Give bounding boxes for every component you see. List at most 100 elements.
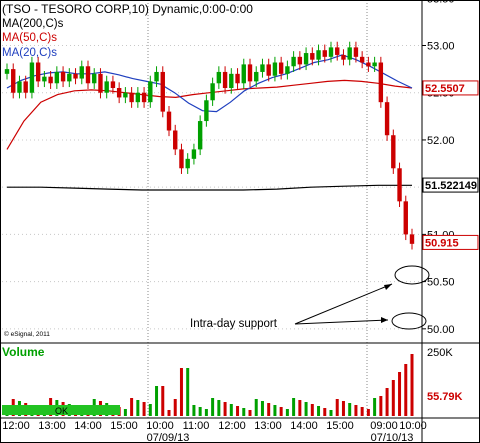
candle (48, 76, 53, 84)
candle (154, 71, 159, 82)
candle (366, 62, 371, 67)
candle (79, 66, 84, 79)
volume-bar (148, 404, 152, 416)
support-circle-upper (394, 265, 430, 285)
candle (247, 64, 253, 82)
candle (210, 83, 215, 101)
candle (60, 71, 66, 82)
volume-bar (404, 364, 408, 416)
volume-bar (179, 368, 183, 416)
volume-bar (354, 405, 358, 416)
candle (241, 64, 246, 84)
candle (297, 56, 303, 65)
candle (272, 62, 278, 76)
candle (73, 73, 78, 79)
candle (42, 76, 47, 82)
candle (278, 62, 284, 74)
time-tick-label: 13:00 (254, 420, 282, 432)
candle (123, 92, 128, 98)
candle (129, 92, 134, 103)
volume-bar (317, 406, 321, 416)
volume-bar (242, 408, 246, 416)
candle (322, 50, 327, 57)
volume-bar (329, 410, 333, 416)
time-tick-label: 13:00 (38, 420, 66, 432)
candle (85, 66, 91, 84)
candle (266, 64, 271, 76)
price-tick-label: 53.00 (427, 41, 455, 53)
candle (54, 71, 60, 84)
volume-bar (260, 401, 264, 416)
volume-bar (217, 400, 221, 416)
candle (353, 47, 359, 57)
candle (179, 149, 184, 169)
volume-label: Volume (2, 345, 45, 359)
value-tag-box (422, 80, 479, 96)
volume-status-text: OK (55, 406, 68, 416)
legend-ma20: MA(20,C)s (2, 47, 57, 59)
candle (391, 135, 396, 169)
support-annotation: Intra-day support (190, 318, 278, 330)
value-tag-label: 51.522149 (425, 180, 477, 192)
time-tick-label: 14:00 (290, 420, 318, 432)
time-tick-label: 15:00 (326, 420, 354, 432)
volume-bar (335, 399, 339, 416)
candle (341, 54, 346, 60)
copyright-text: © eSignal, 2011 (4, 330, 50, 338)
support-arrows (294, 265, 430, 330)
candle (35, 62, 41, 82)
candle (409, 234, 415, 244)
volume-bar (398, 372, 402, 416)
candle (116, 88, 122, 98)
volume-bar (198, 407, 202, 416)
candle (222, 71, 228, 88)
price-tick-label: 50.00 (427, 324, 455, 336)
candle (160, 71, 165, 112)
volume-bar (373, 398, 377, 416)
date-label: 07/10/13 (371, 432, 414, 443)
candle (110, 81, 116, 88)
value-tags: 52.5507 51.522149 50.915 (422, 80, 479, 250)
candle (173, 130, 178, 150)
candle (17, 81, 22, 93)
candle (135, 92, 141, 103)
volume-bar (123, 409, 127, 416)
candle (197, 121, 203, 150)
candle (328, 47, 334, 57)
price-tick-label: 50.50 (427, 277, 455, 289)
candle (359, 56, 365, 63)
volume-bar (229, 404, 233, 416)
time-tick-label: 12:00 (2, 420, 30, 432)
volume-bar (211, 398, 215, 416)
volume-bar (385, 388, 389, 416)
volume-bar (310, 404, 314, 416)
candle (4, 69, 10, 74)
volume-bar (223, 402, 227, 416)
candle (191, 149, 197, 159)
candle (347, 47, 352, 60)
volume-bar (204, 409, 208, 416)
candle (316, 50, 321, 60)
ma200-line (7, 184, 412, 191)
volume-bar (304, 402, 308, 416)
volume-bar (167, 410, 171, 416)
candle (204, 100, 209, 122)
candle (403, 201, 408, 235)
candle (98, 73, 103, 93)
candle (372, 62, 377, 67)
candle (216, 71, 222, 84)
volume-bar (186, 368, 190, 416)
volume-bar (292, 398, 296, 416)
volume-bar (267, 403, 271, 416)
volume-bar (192, 405, 196, 416)
candle (166, 111, 172, 131)
volume-bar (379, 396, 383, 416)
candle (185, 158, 190, 169)
volume-bar (410, 354, 414, 416)
candle (335, 47, 340, 55)
volume-bar (130, 398, 134, 416)
candle (67, 73, 72, 82)
candles (4, 41, 415, 250)
volume-bar (155, 386, 159, 416)
